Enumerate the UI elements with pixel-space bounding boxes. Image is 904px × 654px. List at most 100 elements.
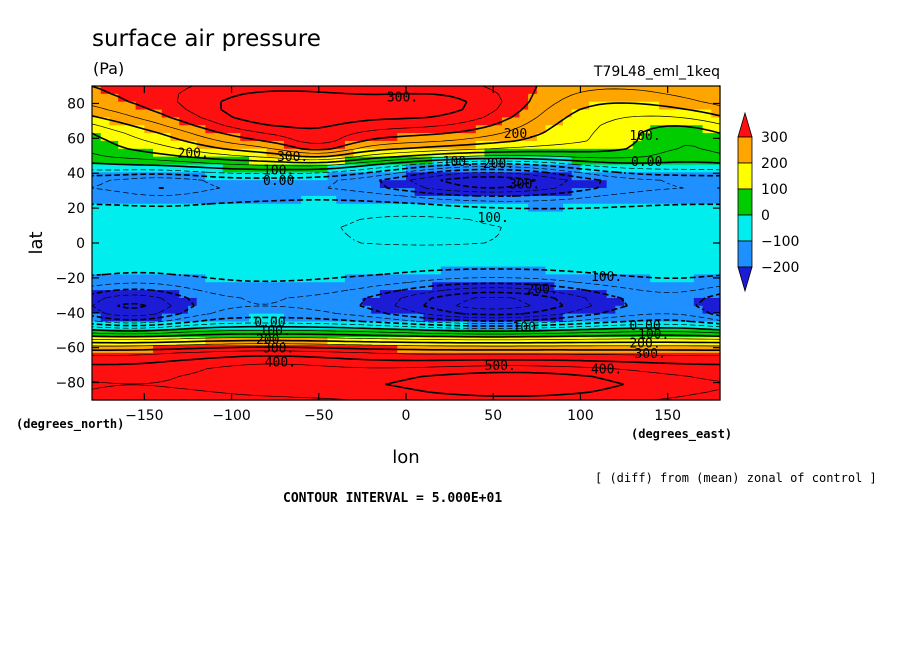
heatmap-cell [240, 313, 250, 323]
heatmap-cell [153, 368, 163, 378]
heatmap-cell [196, 274, 206, 283]
heatmap-cell [231, 195, 241, 205]
heatmap-cell [170, 305, 180, 315]
heatmap-cell [170, 188, 180, 197]
heatmap-cell [388, 117, 398, 126]
heatmap-cell [475, 101, 486, 111]
heatmap-cell [371, 133, 381, 142]
heatmap-cell [353, 180, 363, 189]
colorbar-top-arrow [737, 111, 753, 138]
heatmap-cell [179, 352, 189, 362]
heatmap-cell [528, 384, 538, 393]
heatmap-cell [179, 109, 189, 118]
heatmap-cell [135, 360, 145, 370]
heatmap-cell [536, 227, 547, 236]
heatmap-cell [449, 172, 459, 181]
heatmap-cell [484, 211, 494, 221]
heatmap-cell [484, 250, 494, 260]
heatmap-cell [624, 290, 634, 299]
heatmap-cell [126, 313, 137, 323]
heatmap-cell [685, 172, 695, 181]
heatmap-cell [667, 321, 677, 330]
heatmap-cell [423, 313, 433, 323]
heatmap-cell [414, 305, 425, 315]
heatmap-cell [658, 195, 669, 205]
heatmap-cell [493, 148, 503, 158]
heatmap-cell [222, 219, 233, 228]
heatmap-cell [414, 86, 425, 95]
heatmap-cell [109, 164, 119, 173]
heatmap-cell [92, 235, 102, 244]
heatmap-cell [275, 235, 285, 244]
heatmap-cell [501, 180, 512, 189]
heatmap-cell [624, 164, 634, 173]
heatmap-cell [571, 266, 582, 275]
heatmap-cell [571, 305, 582, 315]
heatmap-cell [362, 101, 372, 111]
heatmap-cell [257, 258, 268, 268]
heatmap-cell [153, 172, 163, 181]
heatmap-cell [458, 313, 468, 323]
heatmap-cell [693, 329, 704, 338]
heatmap-cell [685, 321, 695, 330]
heatmap-cell [353, 392, 363, 401]
heatmap-cell [440, 164, 451, 173]
heatmap-cell [362, 352, 372, 362]
heatmap-cell [423, 282, 433, 291]
heatmap-cell [510, 101, 520, 111]
heatmap-cell [170, 384, 180, 393]
heatmap-cell [624, 125, 634, 134]
heatmap-cell [187, 384, 198, 393]
heatmap-cell [475, 125, 486, 134]
heatmap-cell [449, 250, 459, 260]
heatmap-cell [711, 368, 721, 378]
heatmap-cell [501, 164, 512, 173]
heatmap-cell [580, 305, 590, 315]
heatmap-cell [205, 109, 215, 118]
heatmap-cell [624, 180, 634, 189]
heatmap-cell [109, 219, 119, 228]
heatmap-cell [528, 321, 538, 330]
contour-line [91, 102, 721, 344]
heatmap-cell [310, 258, 320, 268]
heatmap-cell [135, 290, 145, 299]
heatmap-cell [440, 392, 451, 401]
heatmap-cell [205, 86, 215, 95]
heatmap-cell [528, 101, 538, 111]
heatmap-cell [667, 352, 677, 362]
heatmap-cell [702, 164, 712, 173]
heatmap-cell [344, 313, 355, 323]
heatmap-cell [100, 93, 111, 103]
heatmap-cell [126, 321, 137, 330]
heatmap-cell [310, 219, 320, 228]
heatmap-cell [406, 164, 416, 173]
heatmap-cell [693, 282, 704, 291]
heatmap-cell [624, 392, 634, 401]
heatmap-cell [432, 337, 442, 346]
heatmap-cell [92, 368, 102, 378]
heatmap-cell [667, 188, 677, 197]
heatmap-cell [362, 321, 372, 330]
contour-label: 200. [256, 333, 287, 348]
heatmap-cell [571, 172, 582, 181]
heatmap-cell [545, 188, 555, 197]
heatmap-cell [432, 133, 442, 142]
heatmap-cell [249, 109, 259, 118]
heatmap-cell [222, 148, 233, 158]
contour-label: 0.00 [254, 316, 285, 331]
heatmap-cell [118, 86, 128, 95]
heatmap-cell [676, 133, 686, 142]
heatmap-cell [406, 125, 416, 134]
heatmap-cell [179, 140, 189, 150]
contour-label: 100. [478, 211, 509, 226]
heatmap-cell [222, 360, 233, 370]
heatmap-cell [205, 297, 215, 307]
heatmap-cell [283, 368, 294, 378]
heatmap-cell [632, 125, 643, 134]
heatmap-cell [641, 368, 651, 378]
heatmap-cell [632, 360, 643, 370]
heatmap-cell [406, 337, 416, 346]
heatmap-cell [222, 140, 233, 150]
heatmap-cell [632, 376, 643, 385]
heatmap-cell [362, 258, 372, 268]
